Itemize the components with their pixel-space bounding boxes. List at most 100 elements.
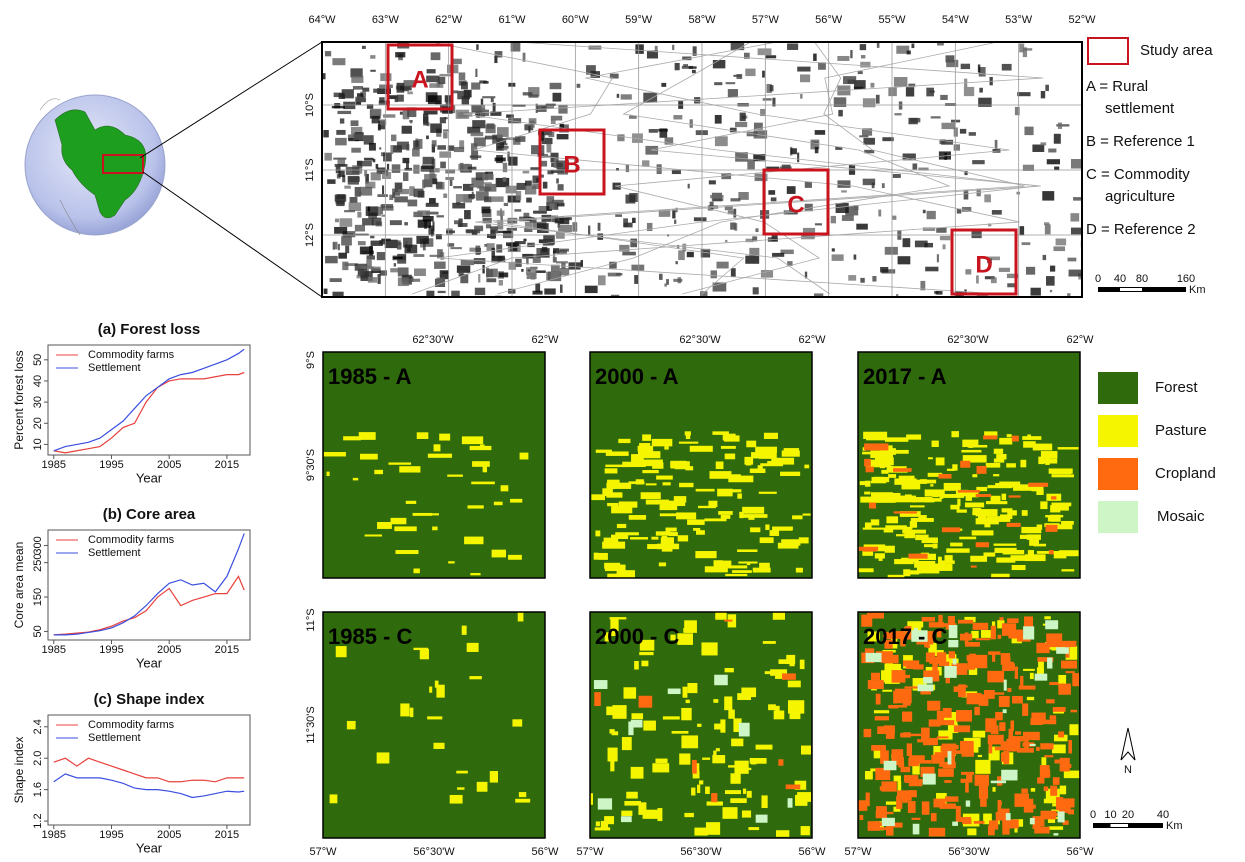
pasture-patch [1023, 669, 1035, 671]
land-cover-patch [521, 269, 523, 272]
land-cover-patch [377, 194, 387, 197]
land-cover-patch [915, 241, 928, 248]
land-cover-patch [673, 115, 682, 119]
lat-label: 12°S [304, 223, 316, 247]
panel-label: 1985 - A [328, 364, 412, 389]
pasture-patch [737, 549, 757, 552]
lat-label: 10°S [304, 93, 316, 117]
land-cover-patch [797, 67, 810, 72]
land-cover-patch [992, 210, 1002, 215]
pasture-patch [728, 765, 737, 767]
legend-label: Settlement [88, 732, 141, 744]
land-cover-patch [364, 170, 367, 176]
pasture-patch [652, 763, 669, 772]
pasture-patch [697, 724, 701, 727]
land-cover-patch [972, 160, 985, 164]
y-tick-label: 50 [32, 625, 44, 637]
land-cover-patch [533, 211, 547, 214]
y-tick-label: 2.4 [32, 719, 44, 734]
legend-label: Mosaic [1157, 508, 1205, 525]
lon-label: 52°W [1068, 14, 1096, 26]
land-cover-patch [1056, 239, 1067, 246]
pasture-patch [946, 548, 969, 552]
pasture-patch [697, 785, 700, 793]
land-cover-patch [557, 250, 567, 254]
pasture-patch [1027, 434, 1031, 439]
pasture-patch [773, 613, 785, 620]
land-cover-patch [848, 275, 856, 281]
cropland-patch [880, 786, 885, 790]
land-cover-patch [457, 91, 470, 99]
pasture-patch [396, 550, 419, 554]
land-cover-patch [479, 80, 486, 83]
land-cover-patch [863, 98, 876, 107]
cropland-patch [888, 705, 898, 708]
pasture-patch [374, 470, 383, 474]
cropland-patch [976, 494, 991, 497]
cropland-patch [1046, 699, 1054, 703]
pasture-patch [365, 534, 382, 536]
cropland-patch [1050, 715, 1056, 719]
y-tick-label: 1.6 [32, 782, 44, 797]
land-cover-patch [523, 171, 529, 174]
legend-text: A = Rural [1086, 78, 1148, 95]
land-cover-patch [358, 241, 366, 245]
legend-label: Forest [1155, 379, 1198, 396]
pasture-patch [1007, 434, 1012, 437]
pasture-patch [715, 612, 726, 619]
cropland-patch [1020, 676, 1023, 688]
pasture-patch [1061, 569, 1074, 571]
pasture-patch [1038, 457, 1044, 464]
legend-text: settlement [1105, 100, 1175, 117]
zoom-line [143, 172, 322, 297]
land-cover-patch [366, 206, 378, 216]
pasture-patch [681, 708, 691, 720]
pasture-patch [605, 468, 618, 473]
land-cover-patch [437, 145, 446, 150]
pasture-patch [701, 642, 717, 655]
land-cover-patch [715, 136, 728, 146]
land-cover-patch [358, 269, 364, 276]
pasture-patch [388, 462, 411, 464]
land-cover-patch [432, 140, 437, 146]
land-cover-patch [747, 160, 754, 170]
cropland-patch [1031, 805, 1036, 809]
land-cover-patch [903, 238, 911, 247]
land-cover-patch [496, 244, 502, 252]
land-cover-patch [940, 236, 950, 240]
cropland-patch [786, 785, 801, 790]
cropland-patch [921, 728, 930, 740]
legend-text: D = Reference 2 [1086, 221, 1196, 238]
pasture-patch [1006, 463, 1016, 467]
land-cover-patch [553, 93, 562, 102]
land-cover-patch [350, 197, 358, 203]
cropland-patch [1008, 736, 1024, 741]
panel-label: 2017 - C [863, 624, 947, 649]
pasture-patch [699, 780, 703, 784]
cropland-patch [944, 780, 951, 783]
pasture-patch [606, 451, 629, 455]
pasture-patch [1023, 441, 1036, 447]
land-cover-patch [461, 82, 468, 89]
land-cover-patch [715, 115, 722, 124]
cropland-patch [1012, 696, 1023, 704]
pasture-patch [800, 660, 805, 669]
land-cover-patch [936, 228, 946, 233]
mosaic-patch [1047, 658, 1052, 669]
land-cover-patch [931, 116, 941, 118]
land-cover-patch [390, 220, 402, 225]
cropland-patch [917, 739, 924, 742]
land-cover-patch [370, 55, 375, 59]
mosaic-patch [1045, 620, 1058, 629]
land-cover-patch [755, 228, 758, 232]
panel-label: 2017 - A [863, 364, 947, 389]
pasture-patch [462, 436, 483, 444]
land-cover-patch [832, 254, 844, 260]
x-tick-label: 2015 [215, 644, 239, 656]
land-cover-patch [338, 244, 340, 250]
land-cover-patch [736, 74, 742, 79]
land-cover-patch [647, 223, 653, 231]
land-cover-patch [381, 215, 385, 217]
pasture-patch [909, 570, 919, 574]
land-cover-patch [556, 178, 559, 183]
